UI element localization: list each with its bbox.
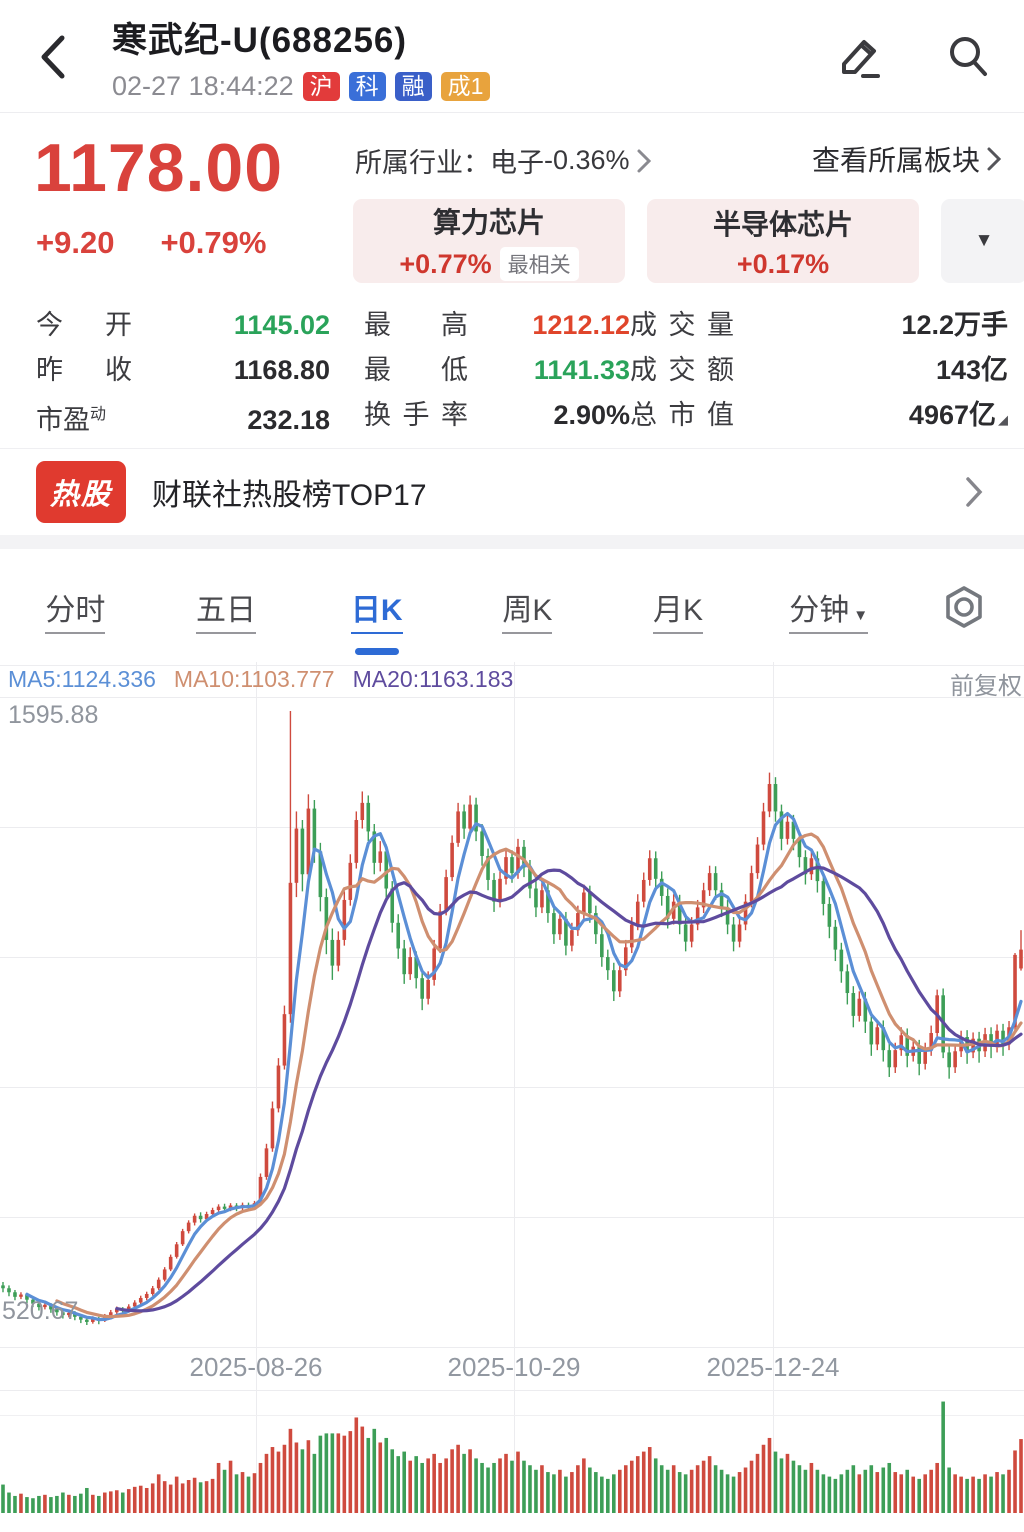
price-change: +9.20 +0.79% [36, 225, 266, 261]
tab-weekly-k[interactable]: 周K [452, 585, 603, 634]
sector-chip-computing[interactable]: 算力芯片 +0.77% 最相关 [353, 199, 625, 283]
period-tabs: 分时 五日 日K 周K 月K 分钟 ▼ [0, 549, 1024, 666]
header: 寒武纪-U(688256) 02-27 18:44:22 沪 科 融 成1 [0, 0, 1024, 113]
tab-monthly-k[interactable]: 月K [603, 585, 754, 634]
sector-chip-pct: +0.17% [736, 248, 830, 279]
industry-value: 电子 [490, 148, 544, 178]
change-percent: +0.79% [160, 225, 267, 260]
current-price: 1178.00 [34, 130, 284, 206]
chevron-right-icon [966, 477, 983, 507]
edit-icon[interactable] [834, 30, 886, 82]
hot-stock-row[interactable]: 热股 财联社热股榜TOP17 [0, 449, 1024, 535]
stat-prev-close: 昨收 1168.80 [36, 355, 330, 385]
badge-component: 成1 [440, 72, 491, 101]
tab-five-day[interactable]: 五日 [151, 585, 302, 634]
hot-text: 财联社热股榜TOP17 [152, 479, 427, 512]
chart-settings-icon[interactable] [941, 584, 987, 630]
chevron-right-icon [987, 147, 1002, 171]
y-max-label: 1595.88 [8, 701, 99, 729]
badge-margin: 融 [394, 72, 432, 101]
corner-triangle-icon: ◢ [998, 412, 1008, 427]
tab-daily-k[interactable]: 日K [301, 585, 452, 655]
stat-market-cap: 总市值 4967亿 ◢ [630, 400, 1008, 430]
tab-minute-line[interactable]: 分时 [0, 585, 151, 634]
quote-timestamp: 02-27 18:44:22 [112, 71, 294, 101]
sector-chip-semiconductor[interactable]: 半导体芯片 +0.17% [647, 199, 919, 283]
ma-legend: MA5:1124.336 MA10:1103.777 MA20:1163.183… [0, 662, 1024, 700]
stat-turnover-rate: 换手率 2.90% [364, 400, 630, 430]
x-date-label: 2025-12-24 [706, 1352, 840, 1382]
ma5-label: MA5:1124.336 [8, 666, 156, 692]
kline-chart[interactable] [0, 696, 1024, 1527]
stat-volume: 成交量 12.2万手 [630, 310, 1008, 340]
back-icon[interactable] [38, 34, 68, 80]
stat-high: 最高 1212.12 [364, 310, 630, 340]
stat-low: 最低 1141.33 [364, 355, 630, 385]
industry-label: 所属行业： [355, 148, 490, 178]
stat-amount: 成交额 143亿 [630, 355, 1008, 385]
badge-star: 科 [348, 72, 386, 101]
stat-open: 今开 1145.02 [36, 310, 330, 340]
change-value: +9.20 [36, 225, 115, 260]
chevron-right-icon [637, 149, 651, 172]
sector-dropdown-button[interactable]: ▼ [941, 199, 1024, 283]
triangle-down-icon: ▼ [974, 230, 994, 251]
search-icon[interactable] [942, 30, 994, 82]
triangle-down-icon: ▼ [853, 607, 869, 624]
industry-change: -0.36% [544, 145, 630, 175]
tab-minutes-dropdown[interactable]: 分钟 ▼ [753, 585, 904, 634]
chart-section: MA5:1124.336 MA10:1103.777 MA20:1163.183… [0, 662, 1024, 1527]
most-related-tag: 最相关 [499, 247, 579, 281]
stat-pe-ratio: 市盈动 232.18 [36, 405, 330, 435]
industry-row[interactable]: 所属行业： 电子 -0.36% [355, 141, 652, 180]
x-date-label: 2025-08-26 [189, 1352, 323, 1382]
x-date-label: 2025-10-29 [447, 1352, 581, 1382]
page-title: 寒武纪-U(688256) [112, 21, 408, 60]
hot-badge: 热股 [36, 461, 127, 523]
sector-chip-pct: +0.77% [399, 248, 492, 279]
badge-sh: 沪 [302, 72, 340, 101]
stats-grid: 今开 1145.02 昨收 1168.80 市盈动 232.18 最高 1212… [0, 299, 1024, 448]
ma20-label: MA20:1163.183 [352, 666, 514, 692]
y-min-label: 520.67 [2, 1297, 79, 1325]
price-section: 1178.00 +9.20 +0.79% 所属行业： 电子 -0.36% 查看所… [0, 113, 1024, 299]
view-boards-link[interactable]: 查看所属板块 [812, 139, 1002, 179]
adjust-mode-label[interactable]: 前复权 [950, 673, 1022, 700]
ma10-label: MA10:1103.777 [173, 666, 335, 692]
